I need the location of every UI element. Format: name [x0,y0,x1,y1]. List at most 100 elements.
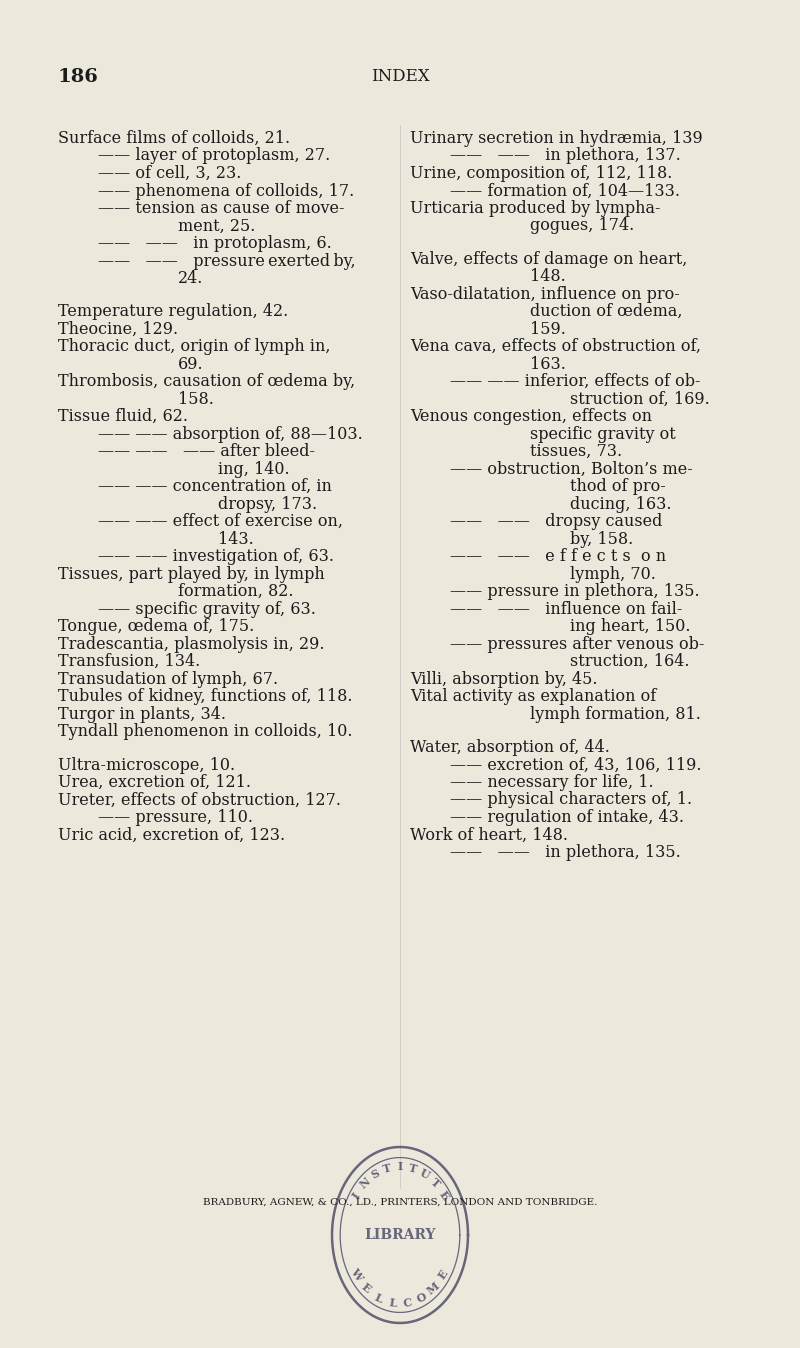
Text: —— pressure, 110.: —— pressure, 110. [98,809,253,826]
Text: ——   ——   pressure exerted by,: —— —— pressure exerted by, [98,252,356,270]
Text: Villi, absorption by, 45.: Villi, absorption by, 45. [410,671,598,687]
Text: Tubules of kidney, functions of, 118.: Tubules of kidney, functions of, 118. [58,689,353,705]
Text: Tyndall phenomenon in colloids, 10.: Tyndall phenomenon in colloids, 10. [58,724,353,740]
Text: —— of cell, 3, 23.: —— of cell, 3, 23. [98,164,242,182]
Text: —— —— absorption of, 88—103.: —— —— absorption of, 88—103. [98,426,362,442]
Text: ment, 25.: ment, 25. [178,217,255,235]
Text: —— necessary for life, 1.: —— necessary for life, 1. [450,774,654,791]
Text: LIBRARY: LIBRARY [364,1228,436,1242]
Text: ing, 140.: ing, 140. [218,461,290,477]
Text: N: N [358,1175,373,1190]
Text: L: L [373,1291,385,1305]
Text: T: T [407,1162,418,1174]
Text: 24.: 24. [178,270,203,287]
Text: struction of, 169.: struction of, 169. [570,391,710,407]
Text: 143.: 143. [218,531,254,547]
Text: gogues, 174.: gogues, 174. [530,217,634,235]
Text: —— formation of, 104—133.: —— formation of, 104—133. [450,182,680,200]
Text: S: S [370,1167,382,1181]
Text: E: E [360,1281,373,1295]
Text: Work of heart, 148.: Work of heart, 148. [410,826,568,844]
Text: ducing, 163.: ducing, 163. [570,496,671,512]
Text: —— —— investigation of, 63.: —— —— investigation of, 63. [98,549,334,565]
Text: Valve, effects of damage on heart,: Valve, effects of damage on heart, [410,251,687,268]
Text: T: T [428,1177,442,1190]
Text: BRADBURY, AGNEW, & CO., LD., PRINTERS, LONDON AND TONBRIDGE.: BRADBURY, AGNEW, & CO., LD., PRINTERS, L… [203,1198,597,1206]
Text: Turgor in plants, 34.: Turgor in plants, 34. [58,706,226,723]
Text: —— phenomena of colloids, 17.: —— phenomena of colloids, 17. [98,182,354,200]
Text: Urinary secretion in hydræmia, 139: Urinary secretion in hydræmia, 139 [410,129,702,147]
Text: Tongue, œdema of, 175.: Tongue, œdema of, 175. [58,619,254,635]
Text: by, 158.: by, 158. [570,531,634,547]
Text: Vaso-dilatation, influence on pro-: Vaso-dilatation, influence on pro- [410,286,680,303]
Text: E: E [437,1189,450,1202]
Text: dropsy, 173.: dropsy, 173. [218,496,317,512]
Text: Tissues, part played by, in lymph: Tissues, part played by, in lymph [58,566,325,582]
Text: L: L [388,1297,398,1309]
Text: tissues, 73.: tissues, 73. [530,443,622,460]
Text: E: E [437,1267,450,1281]
Text: Urticaria produced by lympha-: Urticaria produced by lympha- [410,200,661,217]
Text: —— —— inferior, effects of ob-: —— —— inferior, effects of ob- [450,373,701,391]
Text: —— regulation of intake, 43.: —— regulation of intake, 43. [450,809,684,826]
Text: Transudation of lymph, 67.: Transudation of lymph, 67. [58,671,278,687]
Text: —— layer of protoplasm, 27.: —— layer of protoplasm, 27. [98,147,330,164]
Text: —— pressures after venous ob-: —— pressures after venous ob- [450,636,704,652]
Text: —— tension as cause of move-: —— tension as cause of move- [98,200,345,217]
Text: —— ——   —— after bleed-: —— —— —— after bleed- [98,443,315,460]
Text: I: I [398,1161,402,1171]
Text: thod of pro-: thod of pro- [570,479,666,495]
Text: INDEX: INDEX [370,67,430,85]
Text: duction of œdema,: duction of œdema, [530,303,682,321]
Text: 186: 186 [58,67,99,86]
Text: ——   ——   in plethora, 135.: —— —— in plethora, 135. [450,844,681,861]
Text: Theocine, 129.: Theocine, 129. [58,321,178,338]
Text: W: W [349,1266,365,1283]
Text: ——   ——   in plethora, 137.: —— —— in plethora, 137. [450,147,681,164]
Text: I: I [350,1190,362,1201]
Text: —— —— effect of exercise on,: —— —— effect of exercise on, [98,514,343,530]
Text: struction, 164.: struction, 164. [570,654,690,670]
Text: ——   ——   e f f e c t s  o n: —— —— e f f e c t s o n [450,549,666,565]
Text: Tissue fluid, 62.: Tissue fluid, 62. [58,408,188,425]
Text: Vital activity as explanation of: Vital activity as explanation of [410,689,656,705]
Text: ing heart, 150.: ing heart, 150. [570,619,690,635]
Text: 158.: 158. [178,391,214,407]
Text: 163.: 163. [530,356,566,373]
Text: —— pressure in plethora, 135.: —— pressure in plethora, 135. [450,584,700,600]
Text: —— obstruction, Bolton’s me-: —— obstruction, Bolton’s me- [450,461,693,477]
Text: M: M [426,1281,442,1297]
Text: Uric acid, excretion of, 123.: Uric acid, excretion of, 123. [58,826,285,844]
Text: —— specific gravity of, 63.: —— specific gravity of, 63. [98,601,316,617]
Text: Tradescantia, plasmolysis in, 29.: Tradescantia, plasmolysis in, 29. [58,636,325,652]
Text: —— physical characters of, 1.: —— physical characters of, 1. [450,791,692,809]
Text: Thrombosis, causation of œdema by,: Thrombosis, causation of œdema by, [58,373,355,391]
Text: Water, absorption of, 44.: Water, absorption of, 44. [410,739,610,756]
Text: O: O [414,1291,428,1305]
Text: lymph, 70.: lymph, 70. [570,566,656,582]
Text: 159.: 159. [530,321,566,338]
Text: Venous congestion, effects on: Venous congestion, effects on [410,408,652,425]
Text: 69.: 69. [178,356,204,373]
Text: formation, 82.: formation, 82. [178,584,294,600]
Text: —— excretion of, 43, 106, 119.: —— excretion of, 43, 106, 119. [450,756,702,774]
Text: ——   ——   in protoplasm, 6.: —— —— in protoplasm, 6. [98,235,332,252]
Text: specific gravity ot: specific gravity ot [530,426,676,442]
Text: Thoracic duct, origin of lymph in,: Thoracic duct, origin of lymph in, [58,338,330,356]
Text: Urea, excretion of, 121.: Urea, excretion of, 121. [58,774,251,791]
Text: Transfusion, 134.: Transfusion, 134. [58,654,200,670]
Text: U: U [418,1167,431,1181]
Text: T: T [382,1162,393,1174]
Text: lymph formation, 81.: lymph formation, 81. [530,706,701,723]
Text: C: C [402,1297,412,1309]
Text: ——   ——   dropsy caused: —— —— dropsy caused [450,514,662,530]
Text: Ureter, effects of obstruction, 127.: Ureter, effects of obstruction, 127. [58,791,341,809]
Text: Temperature regulation, 42.: Temperature regulation, 42. [58,303,288,321]
Text: Ultra-microscope, 10.: Ultra-microscope, 10. [58,756,235,774]
Text: Vena cava, effects of obstruction of,: Vena cava, effects of obstruction of, [410,338,701,356]
Text: 148.: 148. [530,268,566,286]
Text: —— —— concentration of, in: —— —— concentration of, in [98,479,332,495]
Text: Surface films of colloids, 21.: Surface films of colloids, 21. [58,129,290,147]
Text: ——   ——   influence on fail-: —— —— influence on fail- [450,601,682,617]
Text: Urine, composition of, 112, 118.: Urine, composition of, 112, 118. [410,164,672,182]
